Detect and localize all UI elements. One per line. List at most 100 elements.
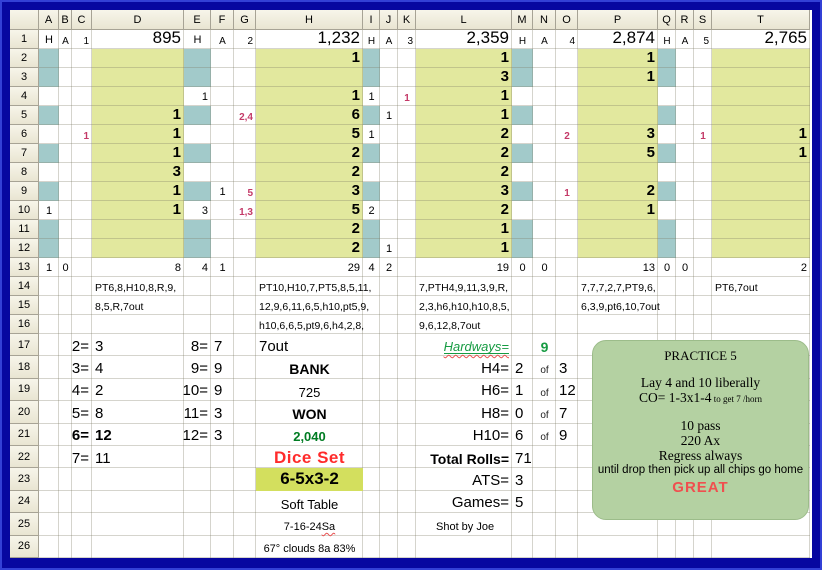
cell-D19[interactable]: 10= [182, 382, 208, 400]
row-header-17[interactable]: 17 [10, 334, 39, 357]
cell-D14[interactable]: PT6,8,H10,8,R,9, [95, 281, 177, 294]
cell-T13[interactable]: 2 [800, 262, 807, 275]
column-header-L[interactable]: L [416, 10, 512, 30]
cell-H14[interactable]: PT10,H10,7,PT5,8,5,11, [259, 281, 372, 294]
cell-H2[interactable]: 1 [351, 49, 360, 67]
cell-B17[interactable]: 2= [71, 337, 89, 355]
cell-H5[interactable]: 6 [351, 106, 360, 124]
cell-P13[interactable]: 13 [642, 262, 655, 275]
cell-D7[interactable]: 1 [172, 144, 181, 162]
cell-O6[interactable]: 2 [564, 130, 570, 142]
row-header-23[interactable]: 23 [10, 468, 39, 491]
cell-P1[interactable]: 2,874 [612, 28, 655, 48]
cell-D5[interactable]: 1 [172, 106, 181, 124]
cell-P7[interactable]: 5 [646, 144, 655, 162]
cell-J1[interactable]: A [385, 35, 393, 47]
cell-F1[interactable]: A [219, 35, 226, 47]
cell-I23[interactable]: ATS= [472, 472, 509, 490]
row-header-24[interactable]: 24 [10, 490, 39, 514]
cell-H24[interactable]: Soft Table [280, 496, 339, 512]
row-header-14[interactable]: 14 [10, 277, 39, 296]
cell-S1[interactable]: 5 [703, 35, 709, 47]
cell-I1[interactable]: H [367, 35, 376, 47]
cell-I13[interactable]: 4 [368, 262, 375, 275]
cell-G9[interactable]: 5 [247, 187, 253, 199]
cell-T14[interactable]: PT6,7out [715, 281, 758, 294]
cell-F9[interactable]: 1 [219, 186, 226, 199]
column-header-E[interactable]: E [184, 10, 211, 30]
cell-Q1[interactable]: H [663, 35, 671, 47]
cell-P3[interactable]: 1 [646, 68, 655, 86]
cell-H23[interactable]: 6-5x3-2 [256, 468, 363, 491]
cell-N21[interactable]: of [540, 432, 549, 444]
cell-L5[interactable]: 1 [500, 106, 509, 124]
cell-P15[interactable]: 6,3,9,pt6,10,7out [581, 300, 660, 313]
cell-M19[interactable]: 1 [515, 382, 524, 400]
row-header-15[interactable]: 15 [10, 296, 39, 315]
cell-D15[interactable]: 8,5,R,7out [95, 300, 144, 313]
cell-L7[interactable]: 2 [500, 144, 509, 162]
cell-L14[interactable]: 7,PTH4,9,11,3,9,R, [419, 281, 509, 294]
cell-H12[interactable]: 2 [351, 239, 360, 257]
row-header-5[interactable]: 5 [10, 106, 39, 125]
cell-E4[interactable]: 1 [201, 91, 208, 104]
cell-N19[interactable]: of [540, 387, 549, 399]
cell-J5[interactable]: 1 [385, 110, 393, 123]
cell-I21[interactable]: H10= [472, 427, 509, 445]
cell-L6[interactable]: 2 [500, 125, 509, 143]
cell-O18[interactable]: 3 [559, 360, 568, 378]
cell-M20[interactable]: 0 [515, 404, 524, 422]
cell-P14[interactable]: 7,7,7,2,7,PT9,6, [581, 281, 656, 294]
cell-I22[interactable]: Total Rolls= [430, 450, 509, 467]
cell-F13[interactable]: 1 [219, 262, 226, 275]
cell-D18[interactable]: 4 [95, 360, 104, 378]
cell-D17[interactable]: 3 [95, 337, 104, 355]
column-header-G[interactable]: G [234, 10, 256, 30]
cell-M18[interactable]: 2 [515, 360, 524, 378]
cell-H20[interactable]: WON [292, 405, 327, 422]
cell-D20[interactable]: 11= [183, 404, 208, 422]
cell-H13[interactable]: 29 [347, 262, 360, 275]
row-header-16[interactable]: 16 [10, 315, 39, 334]
cell-T6[interactable]: 1 [798, 125, 807, 143]
cell-B18[interactable]: 3= [71, 360, 89, 378]
cell-A10[interactable]: 1 [45, 205, 53, 218]
cell-M23[interactable]: 3 [515, 472, 524, 490]
cell-L8[interactable]: 2 [500, 163, 509, 181]
cell-D17[interactable]: 8= [190, 337, 208, 355]
cell-D10[interactable]: 1 [172, 201, 181, 219]
row-header-12[interactable]: 12 [10, 239, 39, 258]
cell-L13[interactable]: 19 [496, 262, 509, 275]
row-header-25[interactable]: 25 [10, 513, 39, 536]
cell-B20[interactable]: 5= [71, 404, 89, 422]
row-header-13[interactable]: 13 [10, 258, 39, 277]
column-header-J[interactable]: J [380, 10, 398, 30]
cell-L9[interactable]: 3 [500, 182, 509, 200]
cell-D6[interactable]: 1 [172, 125, 181, 143]
cell-F17[interactable]: 7 [214, 337, 223, 355]
cell-A1[interactable]: H [45, 34, 53, 47]
row-header-20[interactable]: 20 [10, 401, 39, 424]
cell-I18[interactable]: H4= [481, 360, 509, 378]
cell-D21[interactable]: 12= [182, 427, 208, 445]
row-header-9[interactable]: 9 [10, 182, 39, 201]
cell-H4[interactable]: 1 [351, 87, 360, 105]
column-header-F[interactable]: F [211, 10, 234, 30]
column-header-D[interactable]: D [92, 10, 184, 30]
cell-H26[interactable]: 67° clouds 8a 83% [263, 543, 356, 556]
cell-D20[interactable]: 8 [95, 404, 104, 422]
cell-H8[interactable]: 2 [351, 163, 360, 181]
column-header-R[interactable]: R [676, 10, 694, 30]
cell-L12[interactable]: 1 [500, 239, 509, 257]
cell-H17[interactable]: 7out [259, 337, 289, 355]
cell-P10[interactable]: 1 [646, 201, 655, 219]
cell-B13[interactable]: 0 [62, 262, 69, 275]
cell-H6[interactable]: 5 [351, 125, 360, 143]
column-header-B[interactable]: B [59, 10, 72, 30]
cell-E13[interactable]: 4 [201, 262, 208, 275]
cell-T7[interactable]: 1 [798, 144, 807, 162]
column-header-A[interactable]: A [39, 10, 59, 30]
cell-D19[interactable]: 2 [95, 382, 104, 400]
cell-L16[interactable]: 9,6,12,8,7out [419, 319, 481, 332]
row-header-7[interactable]: 7 [10, 144, 39, 163]
